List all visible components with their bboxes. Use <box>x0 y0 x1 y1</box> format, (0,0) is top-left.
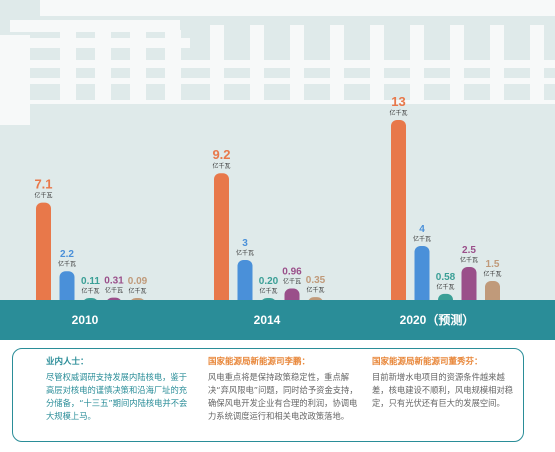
unit-label-1-4: 亿千瓦 <box>306 286 324 294</box>
value-label-0-0: 7.1 <box>34 177 52 192</box>
value-label-1-2: 0.20 <box>259 276 279 287</box>
unit-label-0-2: 亿千瓦 <box>81 287 99 295</box>
unit-label-1-2: 亿千瓦 <box>259 287 277 295</box>
value-label-2-3: 2.5 <box>462 245 476 256</box>
bar-2-0 <box>391 120 406 308</box>
year-band <box>0 300 555 340</box>
bar-2-3 <box>461 267 477 308</box>
value-label-1-0: 9.2 <box>212 147 230 162</box>
unit-label-0-4: 亿千瓦 <box>128 287 146 295</box>
unit-label-2-0: 亿千瓦 <box>389 109 407 117</box>
building-silhouette <box>0 0 555 125</box>
value-label-2-1: 4 <box>419 224 425 235</box>
quote-text: 风电重点将是保持政策稳定性，重点解决“弃风限电”问题，同时给予资金支持，确保风电… <box>208 372 358 421</box>
quote-industry: 业内人士： 尽管权威调研支持发展内陆核电，鉴于高层对核电的谨慎决策和沿海厂址的充… <box>46 356 194 423</box>
unit-label-0-1: 亿千瓦 <box>58 260 76 268</box>
unit-label-0-0: 亿千瓦 <box>34 192 52 200</box>
bar-0-1 <box>59 271 75 308</box>
quote-text: 尽管权威调研支持发展内陆核电，鉴于高层对核电的谨慎决策和沿海厂址的充分储备，“十… <box>46 372 188 421</box>
value-label-0-4: 0.09 <box>128 276 148 287</box>
value-label-0-1: 2.2 <box>60 249 74 260</box>
unit-label-1-3: 亿千瓦 <box>283 278 301 286</box>
unit-label-1-1: 亿千瓦 <box>236 249 254 257</box>
quote-dong-xiufen: 国家能源局新能源司董秀芬： 目前新增水电项目的资源条件越来越差，核电建设不顺利，… <box>372 356 518 410</box>
category-label-2020: 2020（预测） <box>399 313 475 327</box>
unit-label-2-1: 亿千瓦 <box>413 235 431 243</box>
bar-1-0 <box>214 173 229 308</box>
unit-label-2-4: 亿千瓦 <box>483 270 501 278</box>
unit-label-0-3: 亿千瓦 <box>105 287 123 295</box>
quote-li-peng: 国家能源局新能源司李鹏： 风电重点将是保持政策稳定性，重点解决“弃风限电”问题，… <box>208 356 358 423</box>
unit-label-2-3: 亿千瓦 <box>460 256 478 264</box>
bar-0-0 <box>36 202 51 308</box>
category-label-2010: 2010 <box>71 313 99 327</box>
unit-label-1-0: 亿千瓦 <box>212 162 230 170</box>
value-label-0-2: 0.11 <box>81 276 100 287</box>
quote-speaker: 国家能源局新能源司李鹏： <box>208 357 311 367</box>
value-label-1-1: 3 <box>242 238 248 249</box>
unit-label-2-2: 亿千瓦 <box>436 283 454 291</box>
background-building <box>0 0 555 320</box>
value-label-1-3: 0.96 <box>282 267 302 278</box>
bar-chart: 7.1亿千瓦2.2亿千瓦0.11亿千瓦0.31亿千瓦0.09亿千瓦9.2亿千瓦3… <box>34 94 502 308</box>
value-label-2-2: 0.58 <box>436 272 456 283</box>
quote-speaker: 业内人士： <box>46 357 89 367</box>
bar-2-1 <box>414 246 430 308</box>
category-label-2014: 2014 <box>253 313 281 327</box>
value-label-0-3: 0.31 <box>104 276 124 287</box>
value-label-2-0: 13 <box>391 94 405 109</box>
quote-text: 目前新增水电项目的资源条件越来越差，核电建设不顺利，风电规模相对稳定，只有光伏还… <box>372 372 514 408</box>
quotes-frame <box>12 348 524 442</box>
value-label-1-4: 0.35 <box>306 275 326 286</box>
value-label-2-4: 1.5 <box>486 259 500 270</box>
quote-speaker: 国家能源局新能源司董秀芬： <box>372 357 483 367</box>
bar-1-1 <box>237 260 253 308</box>
